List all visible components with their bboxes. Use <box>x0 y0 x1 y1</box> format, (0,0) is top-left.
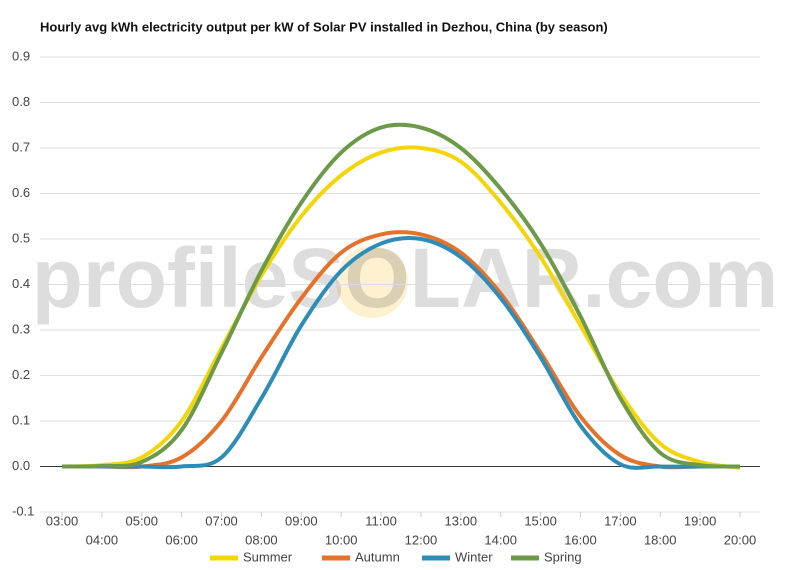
legend-label: Spring <box>544 549 582 564</box>
x-tick-label: 07:00 <box>205 513 238 528</box>
sun-logo <box>336 246 408 318</box>
x-tick-label: 15:00 <box>524 513 557 528</box>
y-tick-label: 0.3 <box>12 321 30 336</box>
x-tick-label: 11:00 <box>365 513 397 528</box>
legend-label: Winter <box>455 549 493 564</box>
chart-title: Hourly avg kWh electricity output per kW… <box>40 19 608 34</box>
x-tick-label: 17:00 <box>604 513 637 528</box>
y-tick-label: -0.1 <box>12 503 34 518</box>
x-tick-label: 13:00 <box>445 513 478 528</box>
series-line <box>62 236 740 470</box>
x-tick-label: 16:00 <box>564 532 597 547</box>
x-tick-label: 18:00 <box>644 532 677 547</box>
series-line <box>61 145 741 470</box>
series-line <box>61 122 741 469</box>
x-tick-label: 12:00 <box>405 532 438 547</box>
x-tick-label: 20:00 <box>724 532 757 547</box>
x-tick-label: 05:00 <box>125 513 158 528</box>
y-tick-label: 0.8 <box>12 94 30 109</box>
y-tick-label: 0.2 <box>12 367 30 382</box>
y-tick-label: 0.9 <box>12 48 30 63</box>
x-tick-label: 09:00 <box>285 513 318 528</box>
x-tick-label: 19:00 <box>684 513 717 528</box>
legend-label: Summer <box>243 549 293 564</box>
y-tick-label: 0.1 <box>12 412 30 427</box>
y-tick-label: 0.7 <box>12 139 30 154</box>
x-tick-label: 08:00 <box>245 532 278 547</box>
y-tick-label: 0.4 <box>12 276 30 291</box>
y-tick-label: 0.0 <box>12 458 30 473</box>
y-tick-label: 0.5 <box>12 230 30 245</box>
series-line <box>62 230 740 470</box>
legend-label: Autumn <box>355 549 400 564</box>
y-tick-label: 0.6 <box>12 185 30 200</box>
x-tick-label: 10:00 <box>325 532 358 547</box>
watermark: profileSOLAR.com <box>32 231 779 325</box>
x-tick-label: 14:00 <box>484 532 517 547</box>
x-tick-label: 04:00 <box>86 532 119 547</box>
x-tick-label: 06:00 <box>165 532 198 547</box>
x-tick-label: 03:00 <box>46 513 79 528</box>
